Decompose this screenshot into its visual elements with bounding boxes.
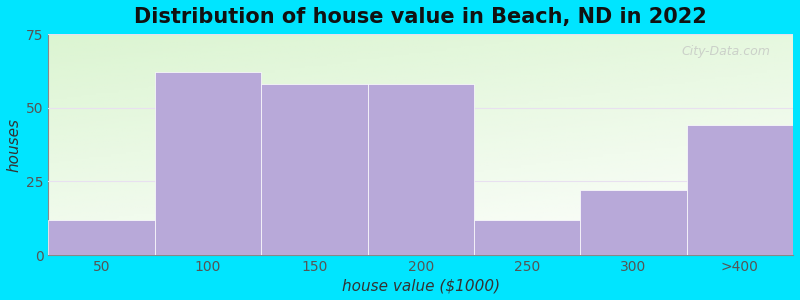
- Bar: [686, 125, 793, 255]
- Bar: [580, 190, 686, 255]
- Y-axis label: houses: houses: [7, 118, 22, 172]
- Bar: [49, 220, 155, 255]
- Text: City-Data.com: City-Data.com: [682, 45, 770, 58]
- Bar: [474, 220, 580, 255]
- Bar: [155, 72, 262, 255]
- Bar: [367, 84, 474, 255]
- Bar: [262, 84, 367, 255]
- Title: Distribution of house value in Beach, ND in 2022: Distribution of house value in Beach, ND…: [134, 7, 707, 27]
- X-axis label: house value ($1000): house value ($1000): [342, 278, 500, 293]
